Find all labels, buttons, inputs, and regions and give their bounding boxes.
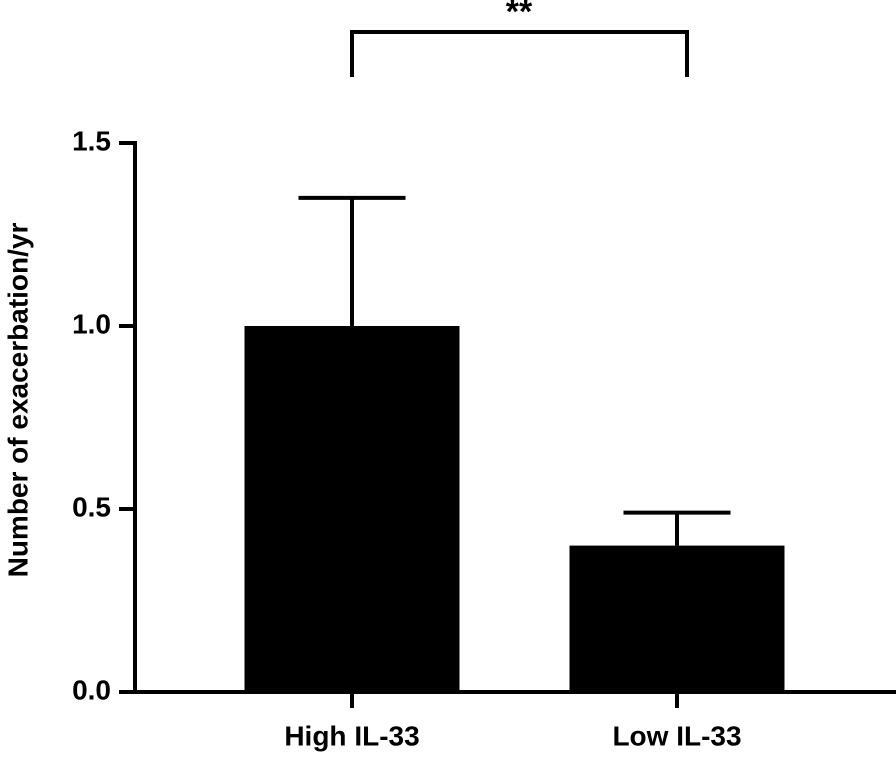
x-tick-label: Low IL-33 — [612, 720, 741, 751]
bar — [244, 326, 460, 692]
y-tick-label: 1.0 — [72, 308, 111, 339]
error-bar — [298, 195, 406, 326]
y-tick-label: 0.0 — [72, 674, 111, 705]
significance-label: ** — [506, 0, 533, 31]
error-bar — [623, 510, 731, 546]
significance-bracket — [350, 30, 689, 77]
y-axis-label: Number of exacerbation/yr — [2, 223, 33, 578]
y-tick-label: 0.5 — [72, 491, 111, 522]
bar — [569, 545, 785, 692]
x-tick-label: High IL-33 — [284, 720, 419, 751]
y-tick-label: 1.5 — [72, 125, 111, 156]
